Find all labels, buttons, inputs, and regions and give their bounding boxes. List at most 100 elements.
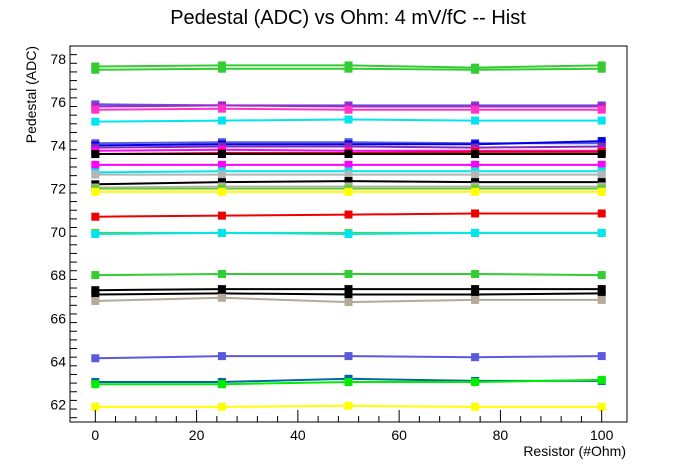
- series-23: [91, 285, 606, 295]
- data-point: [471, 170, 480, 179]
- data-point: [344, 290, 353, 299]
- data-point: [597, 228, 606, 237]
- data-point: [597, 150, 606, 159]
- series-29: [91, 401, 606, 411]
- data-point: [597, 209, 606, 218]
- x-axis-label: Resistor (#Ohm): [523, 443, 626, 459]
- data-point: [217, 211, 226, 220]
- data-point: [471, 378, 480, 387]
- data-point: [217, 150, 226, 159]
- data-point: [344, 142, 353, 151]
- data-point: [91, 150, 100, 159]
- data-point: [91, 286, 100, 295]
- data-point: [597, 64, 606, 73]
- data-point: [344, 105, 353, 114]
- y-tick-label: 64: [50, 353, 66, 369]
- series-24: [91, 289, 606, 299]
- series-1: [91, 64, 606, 74]
- series-5: [91, 115, 606, 126]
- x-tick-label: 60: [391, 427, 407, 443]
- data-point: [91, 212, 100, 221]
- x-axis: 0 20 40 60 80 100: [91, 410, 614, 443]
- x-tick-label: 100: [590, 427, 614, 443]
- chart-title: Pedestal (ADC) vs Ohm: 4 mV/fC -- Hist: [170, 7, 526, 29]
- data-point: [217, 187, 226, 196]
- data-point: [344, 298, 353, 307]
- data-point: [597, 137, 606, 146]
- data-point: [471, 65, 480, 74]
- x-tick-label: 80: [493, 427, 509, 443]
- series-22: [91, 269, 606, 280]
- data-point: [91, 230, 100, 238]
- data-point: [91, 65, 100, 74]
- series-21: [91, 228, 606, 238]
- y-tick-label: 62: [50, 397, 66, 413]
- data-point: [217, 402, 226, 411]
- data-point: [597, 142, 606, 151]
- data-point: [217, 228, 226, 237]
- data-point: [217, 178, 226, 187]
- data-point: [471, 187, 480, 196]
- data-point: [91, 290, 100, 299]
- data-point: [471, 285, 480, 294]
- data-point: [217, 352, 226, 361]
- series-11: [91, 150, 606, 159]
- data-point: [217, 116, 226, 125]
- data-point: [344, 285, 353, 294]
- series-25: [91, 293, 606, 307]
- data-point: [597, 187, 606, 196]
- series-4: [91, 104, 606, 114]
- y-tick-label: 70: [50, 224, 66, 240]
- data-point: [344, 64, 353, 73]
- data-point: [597, 116, 606, 125]
- data-point: [217, 160, 226, 169]
- data-point: [471, 160, 480, 169]
- data-point: [344, 177, 353, 186]
- data-point: [597, 402, 606, 411]
- data-point: [91, 105, 100, 114]
- series-26: [91, 352, 606, 363]
- series-28: [91, 375, 606, 389]
- data-point: [597, 178, 606, 187]
- y-tick-label: 72: [50, 181, 66, 197]
- data-point: [91, 271, 100, 280]
- series-12: [91, 160, 606, 169]
- data-point: [217, 293, 226, 302]
- data-point: [91, 354, 100, 363]
- data-point: [471, 269, 480, 278]
- data-point: [91, 296, 100, 305]
- y-axis: 62 64 66 68 70 72 74 76 78: [50, 51, 77, 419]
- data-point: [217, 380, 226, 389]
- y-tick-label: 68: [50, 267, 66, 283]
- data-point: [597, 352, 606, 361]
- data-point: [471, 353, 480, 362]
- x-tick-label: 20: [189, 427, 205, 443]
- data-point: [597, 105, 606, 114]
- y-tick-label: 74: [50, 137, 66, 153]
- y-tick-label: 76: [50, 94, 66, 110]
- data-point: [217, 269, 226, 278]
- data-point: [471, 228, 480, 237]
- data-point: [597, 375, 606, 384]
- data-point: [597, 285, 606, 294]
- data-point: [91, 160, 100, 169]
- data-point: [217, 285, 226, 294]
- series-14: [91, 170, 606, 179]
- y-tick-label: 66: [50, 310, 66, 326]
- series-layer: [91, 61, 606, 411]
- data-point: [471, 105, 480, 114]
- data-point: [344, 115, 353, 124]
- series-18: [91, 187, 606, 196]
- data-point: [597, 160, 606, 169]
- y-tick-label: 78: [50, 51, 66, 67]
- data-point: [217, 64, 226, 73]
- data-point: [91, 402, 100, 411]
- data-point: [91, 187, 100, 196]
- data-point: [344, 187, 353, 196]
- x-tick-label: 40: [290, 427, 306, 443]
- data-point: [344, 210, 353, 219]
- data-point: [471, 178, 480, 187]
- data-point: [217, 289, 226, 298]
- data-point: [471, 295, 480, 304]
